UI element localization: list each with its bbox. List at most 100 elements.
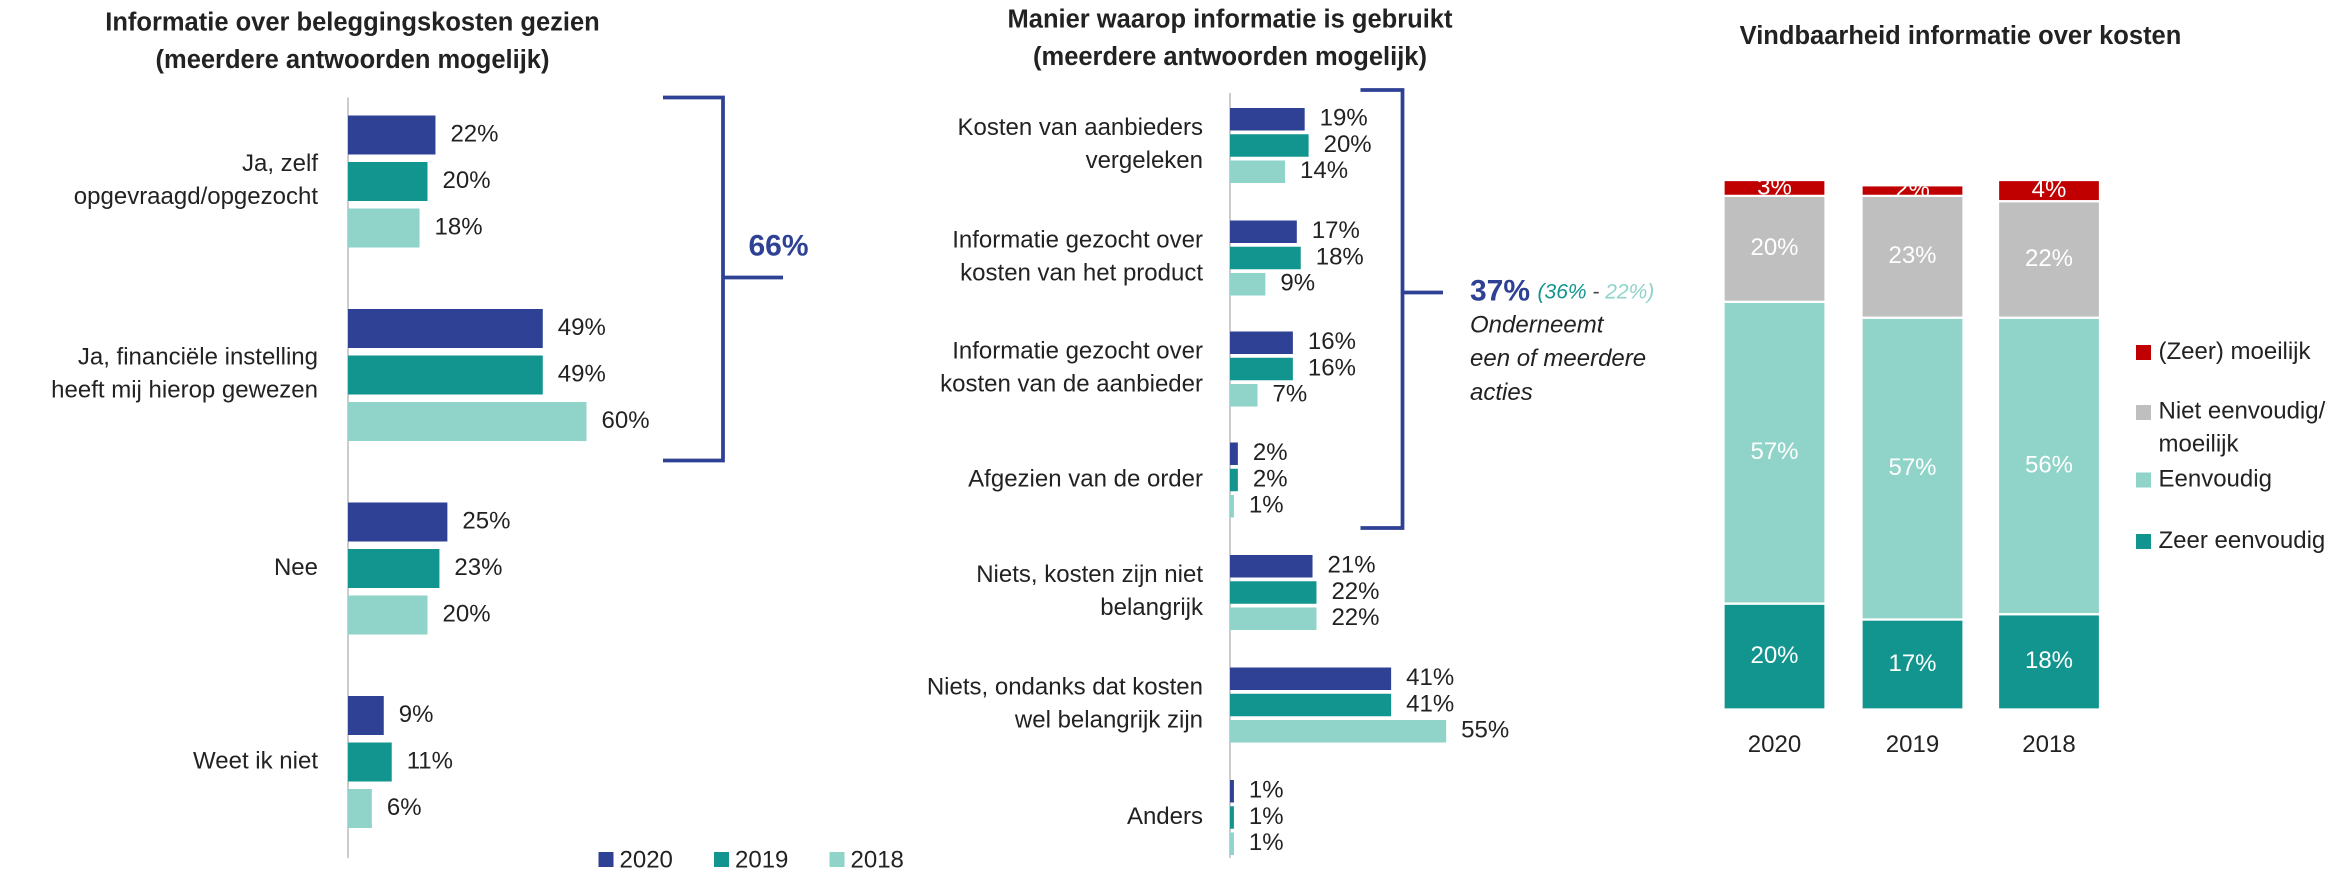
bar: [1230, 108, 1305, 131]
bar: [1230, 384, 1258, 407]
value-label: 20%: [443, 600, 491, 627]
category-label: Weet ik niet: [193, 747, 318, 774]
category-label: Niets, kosten zijn niet belangrijk: [976, 561, 1204, 621]
value-label: 1%: [1249, 829, 1284, 856]
bar: [1230, 607, 1317, 630]
bar: [1230, 667, 1392, 690]
value-label: 56%: [2025, 451, 2073, 478]
bar: [1230, 780, 1234, 803]
bar: [1230, 220, 1297, 243]
annotation-detail: -: [1587, 280, 1606, 303]
annotation-detail: 22%): [1604, 280, 1654, 303]
bar: [348, 162, 428, 201]
bar: [1230, 693, 1392, 717]
bar-segment: [1722, 178, 1827, 198]
legend-swatch: [598, 852, 614, 867]
value-label: 18%: [1316, 243, 1364, 270]
value-label: 20%: [1750, 642, 1798, 669]
bar: [1230, 134, 1309, 157]
value-label: 2%: [1253, 439, 1288, 466]
value-label: 14%: [1300, 157, 1348, 184]
bar: [348, 696, 384, 735]
bar-segment: [1996, 178, 2102, 203]
bar: [348, 742, 392, 782]
value-label: 17%: [1888, 650, 1936, 677]
bar: [348, 549, 440, 588]
category-label: Niets, ondanks dat kosten wel belangrijk …: [927, 674, 1203, 734]
value-label: 22%: [1331, 578, 1379, 605]
value-label: 7%: [1273, 381, 1308, 408]
legend-swatch: [2136, 405, 2151, 420]
value-label: 20%: [443, 167, 491, 194]
value-label: 1%: [1249, 777, 1284, 804]
legend-label: (Zeer) moeilijk: [2159, 338, 2312, 365]
legend-swatch: [829, 852, 845, 867]
category-label: 2019: [1886, 731, 1939, 758]
category-label: Ja, financiële instelling heeft mij hiero…: [51, 344, 318, 404]
annotation-detail: (36%: [1538, 280, 1587, 303]
category-label: Informatie gezocht over kosten van de aan…: [940, 338, 1203, 398]
bar: [1230, 806, 1234, 829]
bar: [348, 789, 372, 828]
category-label: Kosten van aanbieders vergeleken: [957, 114, 1203, 174]
bar: [348, 115, 436, 155]
bar: [1230, 468, 1238, 492]
value-label: 18%: [2025, 647, 2073, 674]
category-label: Anders: [1127, 803, 1203, 830]
category-label: Nee: [274, 554, 318, 581]
value-label: 2%: [1895, 176, 1930, 203]
legend-swatch: [714, 852, 729, 867]
value-label: 23%: [1888, 242, 1936, 269]
value-label: 3%: [1757, 173, 1792, 200]
value-label: 20%: [1750, 234, 1798, 261]
bar: [1230, 495, 1234, 518]
category-label: Afgezien van de order: [968, 465, 1203, 492]
bar-segment: [1860, 184, 1965, 198]
annotation-total: 37%: [1470, 274, 1530, 307]
value-label: 22%: [450, 120, 498, 147]
value-label: 4%: [2032, 176, 2067, 203]
chart-title: Informatie over beleggingskosten gezien(…: [105, 8, 600, 74]
category-label: 2018: [2022, 731, 2075, 758]
value-label: 17%: [1312, 217, 1360, 244]
bracket: [1360, 88, 1443, 530]
bar: [1230, 555, 1313, 578]
legend-label: Zeer eenvoudig: [2159, 527, 2326, 554]
bar: [1230, 246, 1301, 270]
annotation-text: Onderneemt een of meerdere acties: [1470, 312, 1646, 407]
value-label: 25%: [462, 507, 510, 534]
value-label: 9%: [399, 701, 434, 728]
bar: [1230, 720, 1447, 743]
bar: [1230, 442, 1238, 465]
value-label: 23%: [454, 554, 502, 581]
legend-swatch: [2136, 345, 2151, 360]
value-label: 22%: [1331, 604, 1379, 631]
value-label: 49%: [558, 314, 606, 341]
category-label: Ja, zelf opgevraagd/opgezocht: [74, 150, 319, 210]
legend-label: 2019: [735, 846, 788, 870]
legend-label: Niet eenvoudig/moeilijk: [2159, 398, 2326, 458]
value-label: 16%: [1308, 354, 1356, 381]
bar: [1230, 581, 1317, 604]
value-label: 18%: [435, 213, 483, 240]
value-label: 20%: [1324, 131, 1372, 158]
legend-label: 2018: [851, 846, 904, 870]
bar: [1230, 160, 1286, 183]
value-label: 9%: [1280, 270, 1315, 297]
value-label: 1%: [1249, 803, 1284, 830]
chart-title: Manier waarop informatie is gebruikt (mee…: [1008, 5, 1453, 71]
bar: [348, 355, 543, 395]
bar: [348, 309, 543, 348]
value-label: 22%: [2025, 245, 2073, 272]
bar: [1230, 273, 1266, 296]
bracket: [663, 95, 783, 463]
legend-swatch: [2136, 472, 2151, 488]
legend-label: 2020: [620, 846, 673, 870]
bar: [348, 595, 428, 635]
bar-segment: [1722, 194, 1827, 303]
legend-label: Eenvoudig: [2159, 465, 2272, 492]
bar: [348, 208, 420, 248]
value-label: 49%: [558, 360, 606, 387]
value-label: 21%: [1328, 552, 1376, 579]
